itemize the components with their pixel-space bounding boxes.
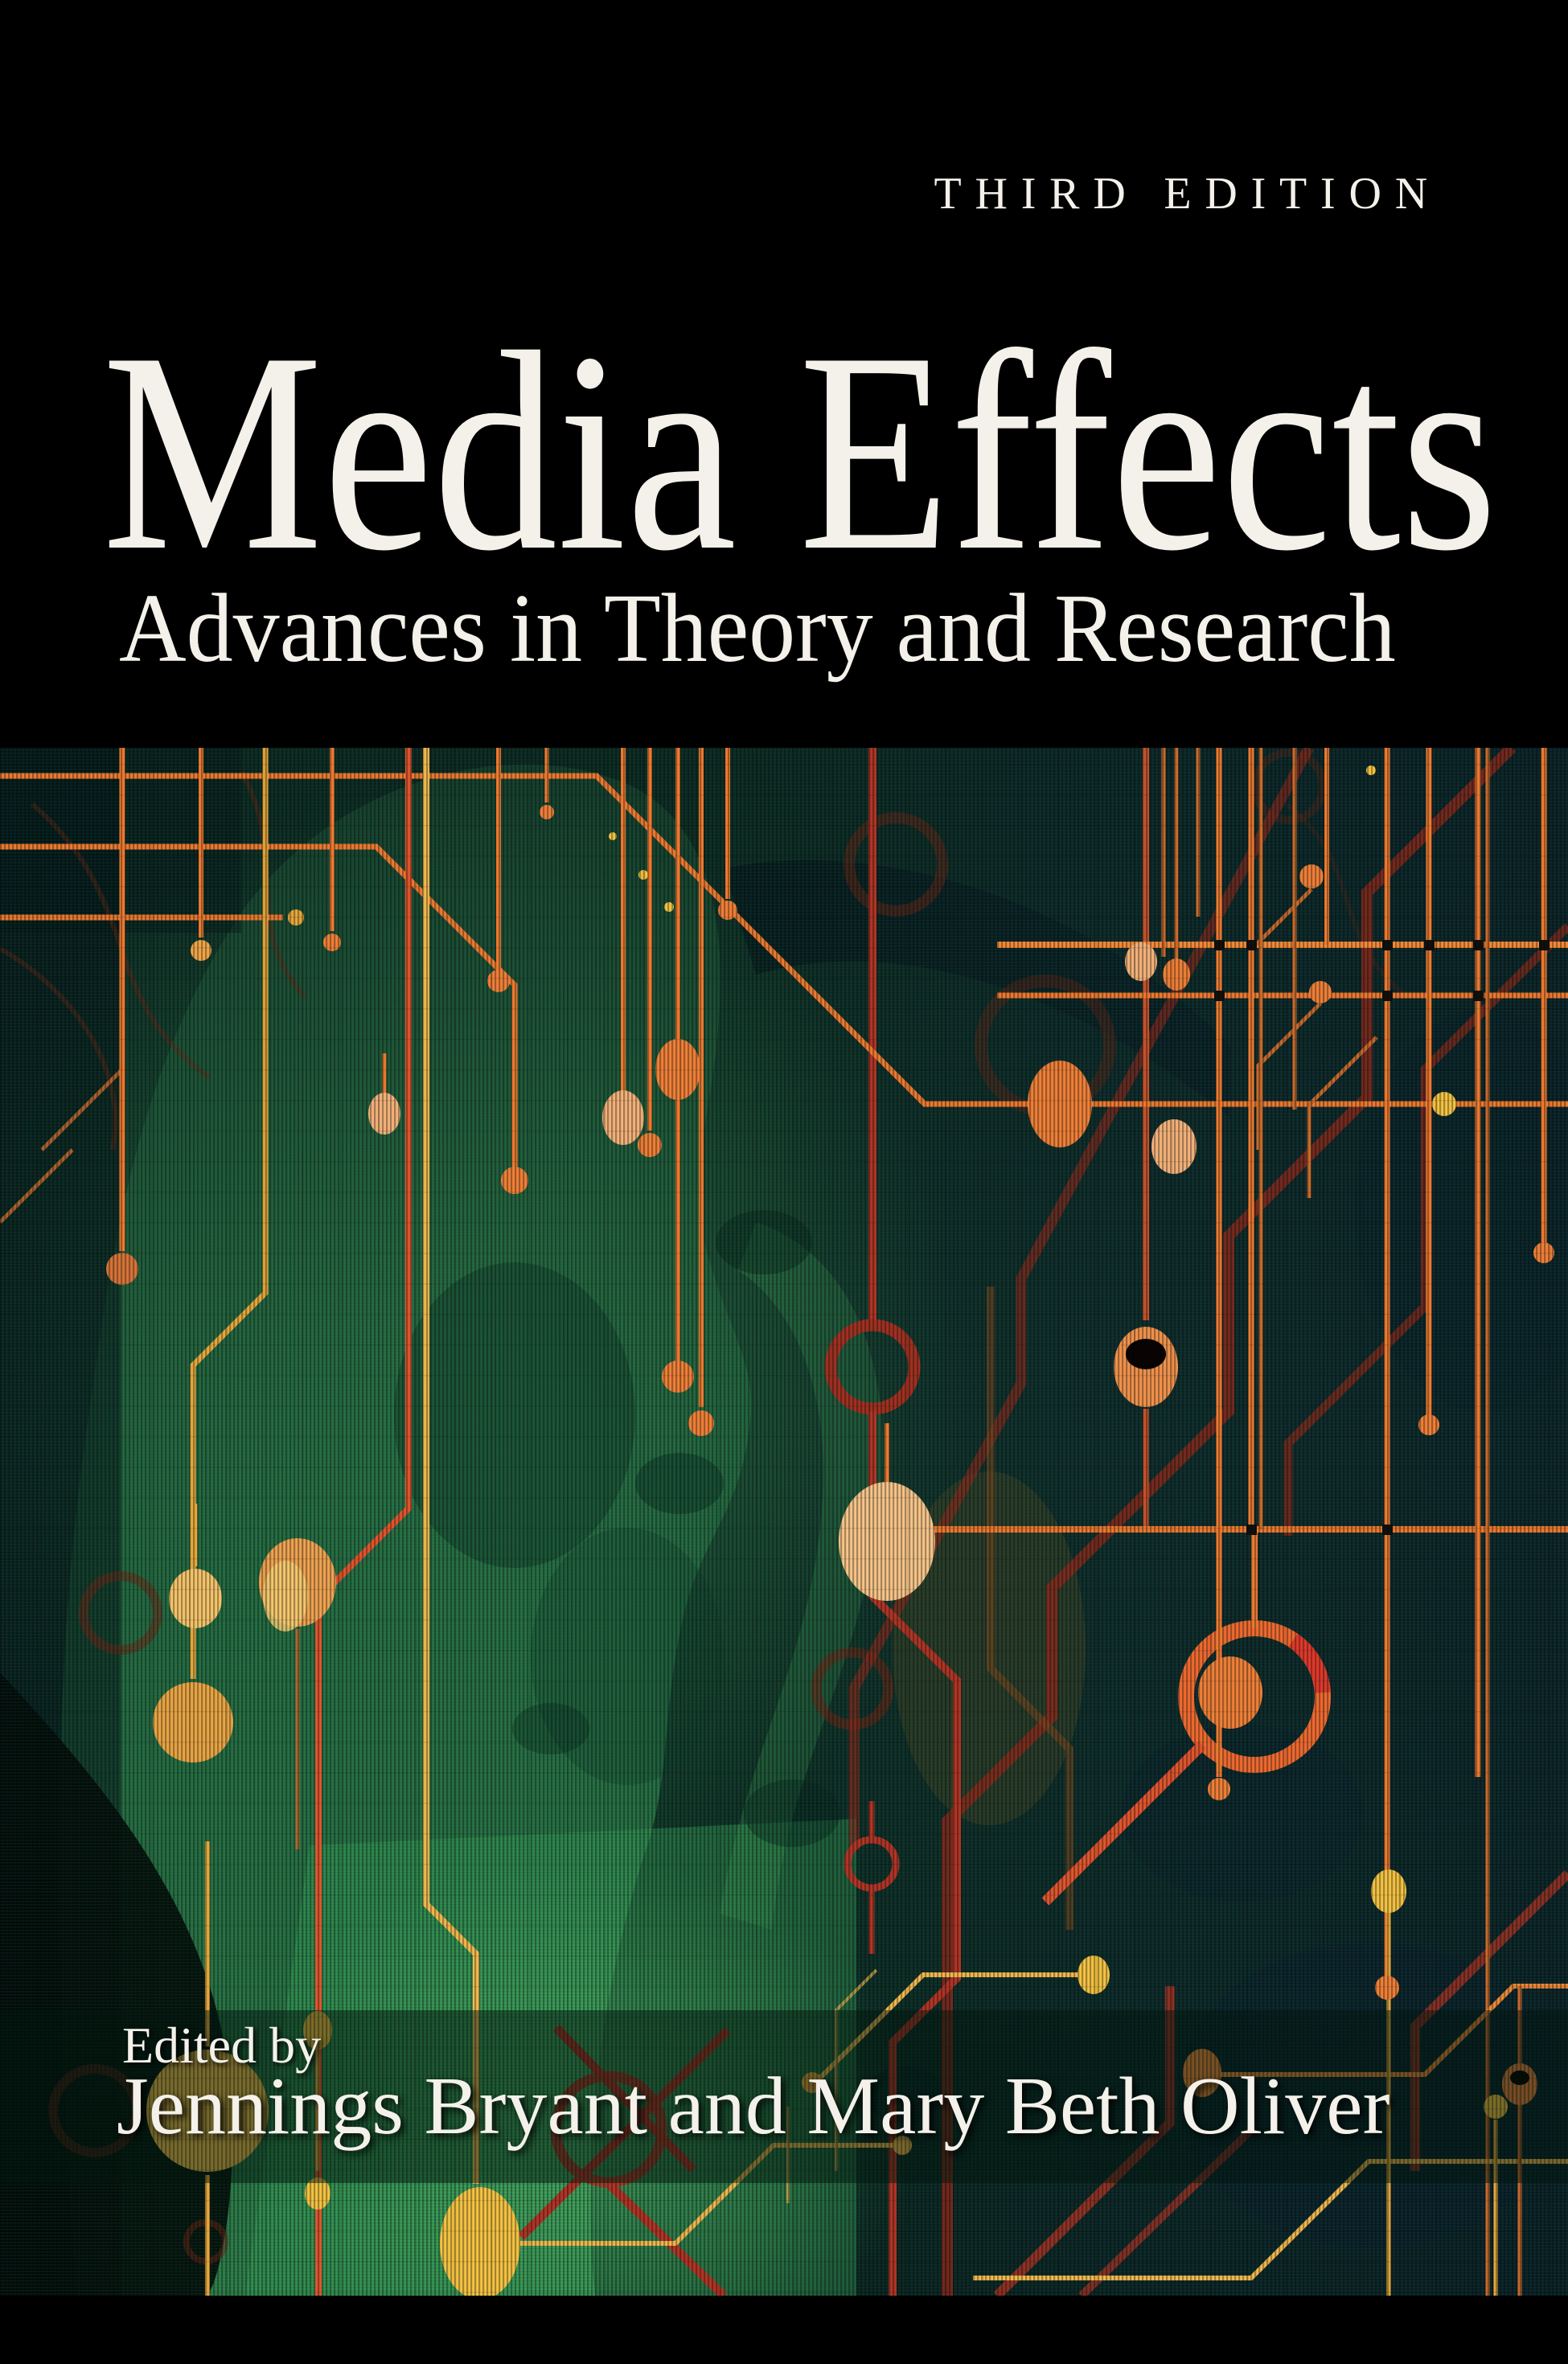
top-black-panel xyxy=(0,0,1568,748)
edited-by-label: Edited by xyxy=(122,2017,322,2074)
edition-label: THIRD EDITION xyxy=(934,169,1441,219)
book-title: Media Effects xyxy=(102,293,1498,609)
editors-names: Jennings Bryant and Mary Beth Oliver xyxy=(117,2061,1390,2152)
bottom-black-strip xyxy=(0,2296,1568,2364)
editors-band xyxy=(0,2010,1568,2183)
book-subtitle: Advances in Theory and Research xyxy=(119,574,1396,683)
artwork-scene xyxy=(0,748,1568,2296)
